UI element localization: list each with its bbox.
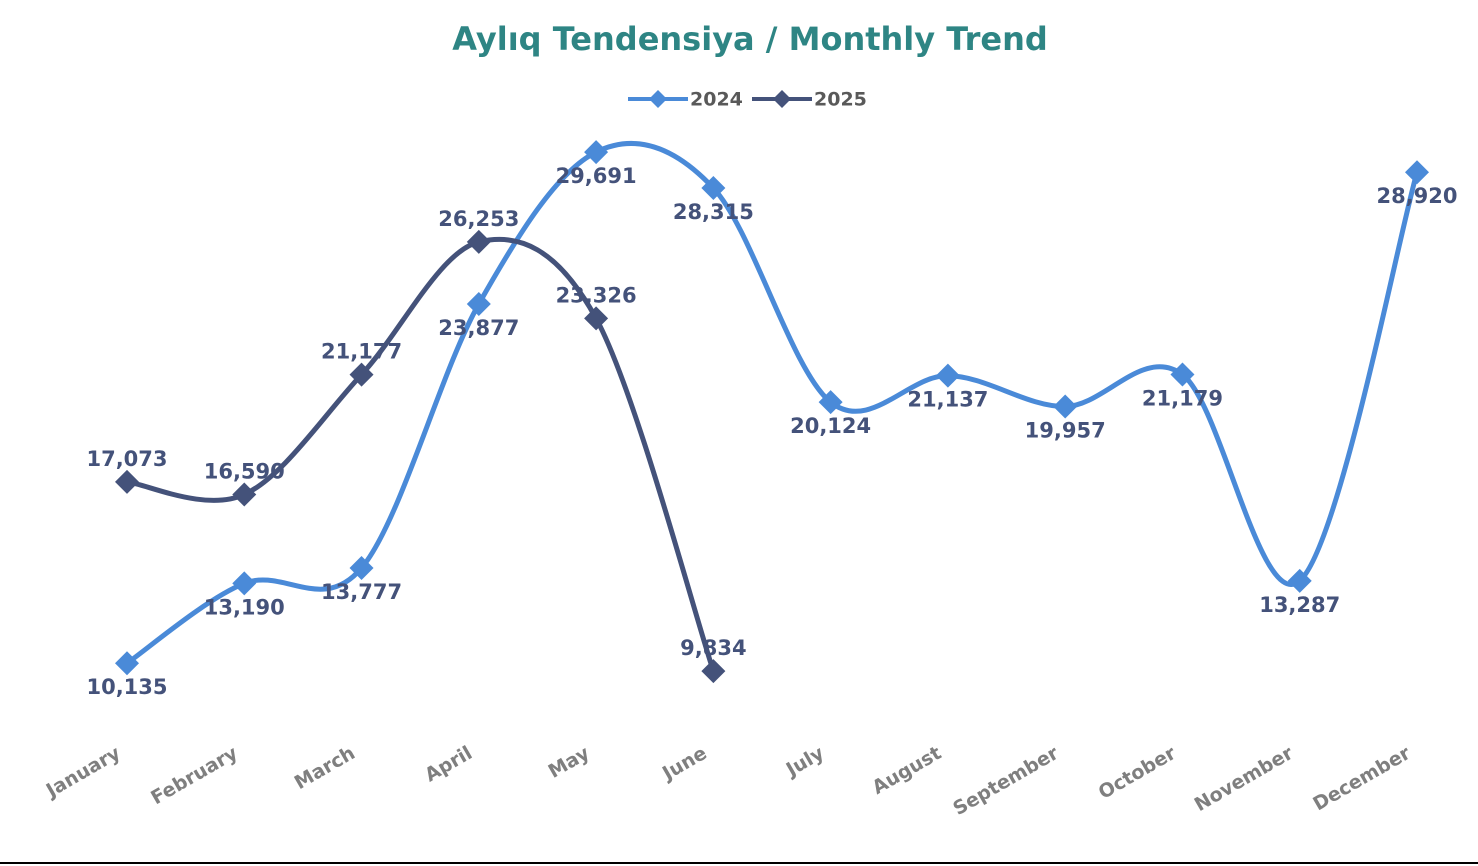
- data-label: 13,287: [1259, 593, 1340, 617]
- legend-label: 2024: [690, 89, 743, 111]
- data-label: 28,920: [1376, 184, 1457, 208]
- data-label: 13,777: [321, 580, 402, 604]
- data-label: 13,190: [204, 595, 285, 619]
- legend-marker: [649, 90, 667, 108]
- data-point: [701, 176, 726, 201]
- data-label: 16,590: [204, 459, 285, 483]
- data-label: 19,957: [1025, 418, 1106, 442]
- data-label: 10,135: [86, 675, 167, 699]
- legend-marker: [773, 90, 791, 108]
- data-label: 20,124: [790, 414, 871, 438]
- data-point: [466, 229, 491, 254]
- data-point: [818, 390, 843, 415]
- data-label: 21,177: [321, 340, 402, 364]
- data-label: 23,877: [438, 316, 519, 340]
- data-label: 26,253: [438, 207, 519, 231]
- data-point: [1405, 160, 1429, 185]
- data-point: [466, 292, 491, 317]
- data-point: [935, 363, 960, 388]
- data-label: 21,137: [907, 388, 988, 412]
- data-point: [584, 306, 609, 331]
- data-point: [1053, 394, 1078, 419]
- legend-label: 2025: [814, 89, 867, 111]
- data-label: 29,691: [556, 164, 637, 188]
- data-label: 23,326: [556, 283, 637, 307]
- data-point: [232, 571, 257, 596]
- data-point: [232, 482, 257, 507]
- data-label: 17,073: [86, 447, 167, 471]
- data-point: [115, 469, 139, 494]
- data-point: [1170, 362, 1195, 387]
- data-point: [1287, 568, 1312, 593]
- data-point: [349, 556, 374, 581]
- data-point: [349, 362, 374, 387]
- data-label: 21,179: [1142, 387, 1223, 411]
- chart-title: Aylıq Tendensiya / Monthly Trend: [452, 20, 1048, 58]
- data-label: 28,315: [673, 200, 754, 224]
- data-point: [115, 651, 139, 676]
- data-point: [584, 140, 609, 165]
- data-label: 9,834: [680, 636, 746, 660]
- series-line: [125, 141, 1420, 666]
- data-point: [701, 659, 726, 684]
